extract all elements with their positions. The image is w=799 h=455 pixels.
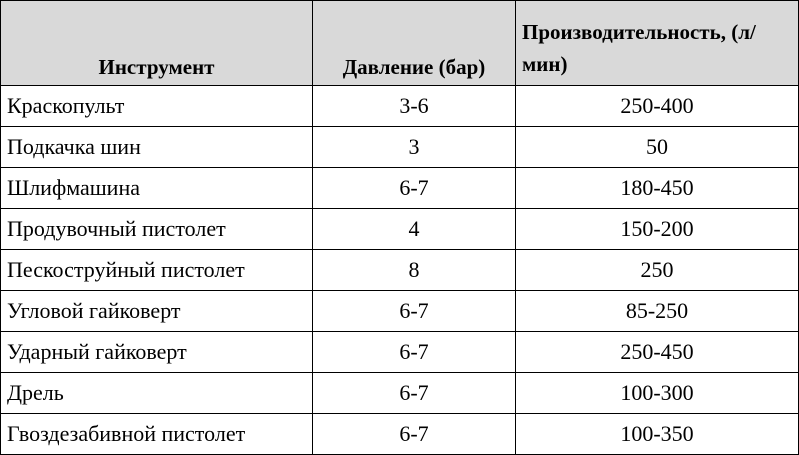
table-row: Угловой гайковерт 6-7 85-250 [0, 290, 799, 332]
header-cell: Производительность, (л/мин) [515, 0, 799, 86]
table-row: Краскопульт 3-6 250-400 [0, 85, 799, 127]
header-cell: Инструмент [0, 0, 313, 86]
header-row: Инструмент Давление (бар) Производительнос… [0, 0, 799, 86]
table-cell: 6-7 [312, 331, 516, 373]
table-cell: Пескоструйный пистолет [0, 249, 313, 291]
table-cell: 150-200 [515, 208, 799, 250]
table-cell: Краскопульт [0, 85, 313, 127]
table-cell: 4 [312, 208, 516, 250]
table-row: Дрель 6-7 100-300 [0, 372, 799, 414]
table-cell: 50 [515, 126, 799, 168]
table-cell: 3 [312, 126, 516, 168]
table-cell: Гвоздезабивной пистолет [0, 413, 313, 455]
table-body: Краскопульт 3-6 250-400 Подкачка шин 3 50 Шлиф… [0, 85, 799, 455]
table-cell: 250-450 [515, 331, 799, 373]
table-cell: Дрель [0, 372, 313, 414]
table-cell: Шлифмашина [0, 167, 313, 209]
table-cell: Угловой гайковерт [0, 290, 313, 332]
table-row: Пескоструйный пистолет 8 250 [0, 249, 799, 291]
table-cell: 250 [515, 249, 799, 291]
table-cell: 6-7 [312, 413, 516, 455]
table-cell: Подкачка шин [0, 126, 313, 168]
table-cell: 100-300 [515, 372, 799, 414]
table-row: Шлифмашина 6-7 180-450 [0, 167, 799, 209]
table-cell: Ударный гайковерт [0, 331, 313, 373]
table-row: Продувочный пистолет 4 150-200 [0, 208, 799, 250]
table-row: Подкачка шин 3 50 [0, 126, 799, 168]
table-cell: 6-7 [312, 290, 516, 332]
table-cell: 85-250 [515, 290, 799, 332]
table-cell: 6-7 [312, 167, 516, 209]
table-cell: 250-400 [515, 85, 799, 127]
table-header: Инструмент Давление (бар) Производительнос… [0, 0, 799, 86]
table-row: Гвоздезабивной пистолет 6-7 100-350 [0, 413, 799, 455]
table-cell: Продувочный пистолет [0, 208, 313, 250]
table-cell: 180-450 [515, 167, 799, 209]
table-row: Ударный гайковерт 6-7 250-450 [0, 331, 799, 373]
table-cell: 3-6 [312, 85, 516, 127]
table-cell: 6-7 [312, 372, 516, 414]
header-cell: Давление (бар) [312, 0, 516, 86]
table-cell: 8 [312, 249, 516, 291]
table-cell: 100-350 [515, 413, 799, 455]
